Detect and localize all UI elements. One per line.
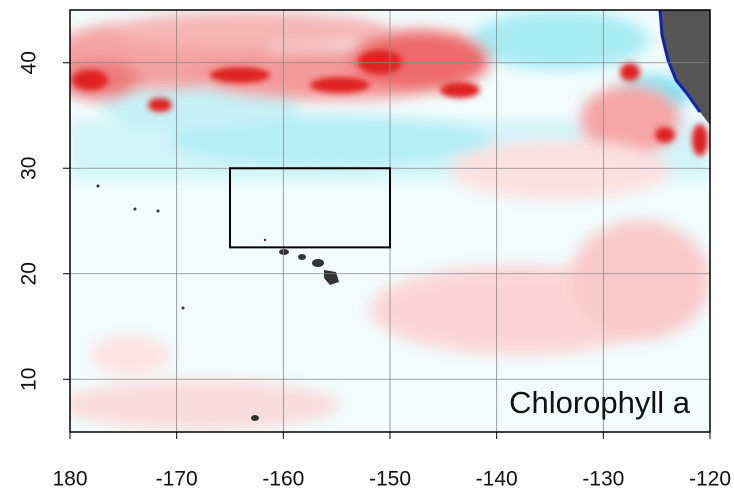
map-label: Chlorophyll a [509, 385, 691, 420]
x-tick-label: -160 [262, 468, 304, 491]
y-tick-label: 20 [18, 262, 41, 285]
y-tick-label: 30 [18, 157, 41, 180]
x-tick-label: -120 [689, 468, 731, 491]
coastline [658, 10, 702, 113]
y-tick-label: 10 [18, 368, 41, 391]
x-tick-label: -140 [476, 468, 518, 491]
x-tick-label: -170 [156, 468, 198, 491]
study-region [229, 167, 391, 249]
anomaly-field [70, 10, 710, 432]
x-tick-label: -150 [369, 468, 411, 491]
y-tick-label: 40 [18, 51, 41, 74]
land [660, 10, 710, 125]
x-tick-label: 180 [52, 468, 87, 491]
x-tick-label: -130 [582, 468, 624, 491]
